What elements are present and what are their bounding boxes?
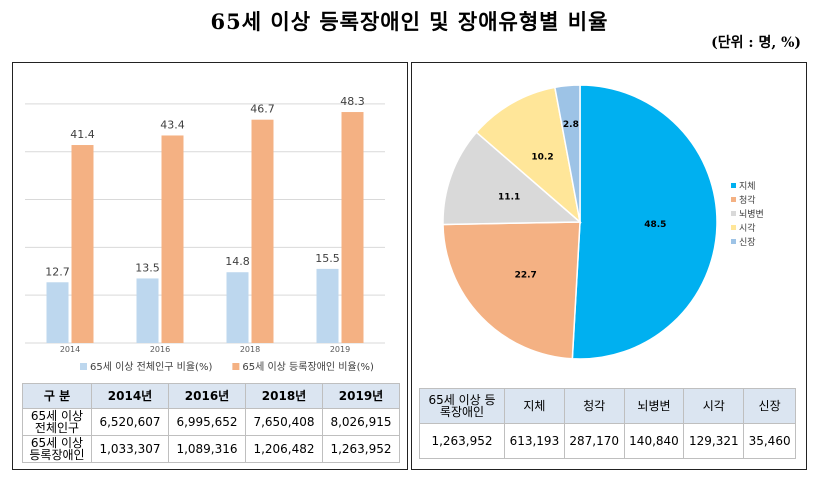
- table-cell: 신장: [743, 388, 796, 424]
- table-cell: 2019년: [322, 383, 400, 409]
- page-title: 65세 이상 등록장애인 및 장애유형별 비율: [210, 9, 609, 34]
- legend-label: 시각: [739, 222, 756, 234]
- x-tick-label: 2019: [330, 345, 350, 354]
- table-cell: 8,026,915: [322, 408, 400, 436]
- table-row: 65세 이상 등록장애인 지체 청각 뇌병변 시각 신장: [419, 388, 796, 424]
- legend-label: 지체: [739, 181, 756, 192]
- table-row: 65세 이상 등록장애인 1,033,307 1,089,316 1,206,482 1…: [22, 435, 400, 463]
- data-label: 46.7: [250, 103, 275, 116]
- table-cell: 1,206,482: [245, 435, 323, 463]
- table-cell: 시각: [683, 388, 745, 424]
- right-panel: [411, 62, 807, 470]
- legend-swatch: [731, 211, 736, 216]
- table-cell: 65세 이상 등록장애인: [22, 435, 92, 463]
- data-label: 2.8: [563, 120, 579, 130]
- bar: [161, 135, 184, 343]
- bar: [71, 145, 94, 343]
- table-row: 구 분 2014년 2016년 2018년 2019년: [22, 383, 400, 409]
- data-label: 41.4: [70, 128, 95, 141]
- x-tick-label: 2016: [150, 345, 170, 354]
- table-cell: 2018년: [245, 383, 323, 409]
- table-row: 65세 이상 전체인구 6,520,607 6,995,652 7,650,408 8,…: [22, 408, 400, 436]
- table-cell: 1,033,307: [91, 435, 169, 463]
- data-label: 48.5: [644, 220, 666, 230]
- legend-label: 65세 이상 전체인구 비율(%): [90, 361, 212, 373]
- table-cell: 613,193: [504, 423, 565, 459]
- pie-slice: [553, 84, 581, 223]
- legend-swatch: [232, 363, 240, 370]
- data-label: 11.1: [498, 192, 520, 202]
- table-cell: 6,520,607: [91, 408, 169, 436]
- bar: [341, 112, 364, 344]
- table-cell: 지체: [504, 388, 565, 424]
- legend-swatch: [731, 225, 736, 230]
- bar: [46, 282, 69, 343]
- pie-slice: [442, 131, 582, 226]
- table-cell: 287,170: [563, 423, 625, 459]
- legend-swatch: [731, 239, 736, 244]
- table-cell: 1,263,952: [419, 423, 505, 459]
- data-label: 12.7: [45, 265, 70, 278]
- table-cell: 2014년: [91, 383, 169, 409]
- table-cell: 청각: [563, 388, 625, 424]
- bar: [136, 278, 159, 343]
- data-label: 14.8: [225, 255, 250, 268]
- table-cell: 뇌병변: [623, 388, 685, 424]
- data-label: 15.5: [315, 252, 340, 265]
- x-tick-label: 2014: [60, 345, 80, 354]
- table-cell: 65세 이상 등록장애인: [419, 388, 505, 424]
- bar: [251, 119, 274, 344]
- table-cell: 1,089,316: [168, 435, 246, 463]
- bar: [316, 268, 339, 343]
- legend-label: 청각: [739, 194, 756, 206]
- legend-swatch: [80, 363, 87, 370]
- table-cell: 2016년: [168, 383, 246, 409]
- legend-label: 신장: [739, 237, 756, 248]
- table-cell: 65세 이상 전체인구: [22, 408, 92, 436]
- table-cell: 140,840: [623, 423, 685, 459]
- table-cell: 구 분: [22, 383, 92, 409]
- data-label: 13.5: [135, 261, 160, 274]
- pie-slice: [571, 84, 718, 360]
- legend-swatch: [731, 183, 736, 188]
- legend-label: 65세 이상 등록장애인 비율(%): [242, 361, 374, 373]
- data-label: 22.7: [515, 270, 537, 280]
- type-table: 65세 이상 등록장애인 지체 청각 뇌병변 시각 신장 1,263,952 613,193 2…: [419, 388, 796, 459]
- population-table: 구 분 2014년 2016년 2018년 2019년 65세 이상 전체인구 6,520,…: [22, 383, 400, 463]
- data-label: 10.2: [531, 153, 553, 163]
- table-row: 1,263,952 613,193 287,170 140,840 129,321 35,…: [419, 423, 796, 459]
- data-label: 43.4: [160, 118, 185, 131]
- table-cell: 7,650,408: [245, 408, 323, 436]
- x-tick-label: 2018: [240, 345, 260, 354]
- table-cell: 6,995,652: [168, 408, 246, 436]
- table-cell: 129,321: [683, 423, 745, 459]
- data-label: 48.3: [340, 95, 365, 108]
- bar: [226, 272, 249, 343]
- unit-note: (단위 : 명, %): [711, 35, 801, 51]
- pie-slice: [475, 86, 582, 224]
- pie-slice: [442, 221, 581, 360]
- legend-swatch: [731, 197, 736, 202]
- table-cell: 35,460: [743, 423, 796, 459]
- legend-label: 뇌병변: [739, 209, 764, 220]
- table-cell: 1,263,952: [322, 435, 400, 463]
- left-panel: [12, 62, 408, 470]
